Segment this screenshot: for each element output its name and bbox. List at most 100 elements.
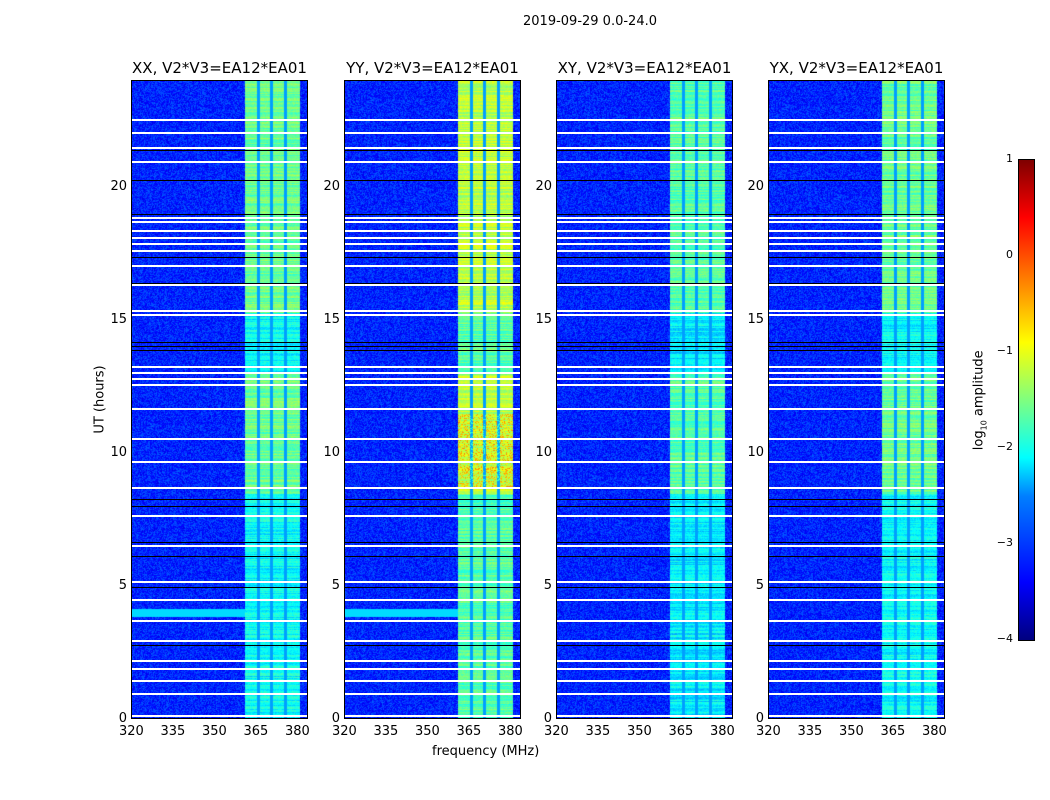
- flagged-stripe: [132, 118, 307, 121]
- figure-title: 2019-09-29 0.0-24.0: [523, 14, 657, 29]
- dark-line: [557, 214, 732, 216]
- dark-line: [557, 499, 732, 500]
- flagged-stripe: [557, 146, 732, 149]
- heatmap-image: [345, 81, 520, 718]
- flagged-stripe: [557, 118, 732, 121]
- flagged-stripe: [345, 118, 520, 121]
- x-tick-label: 380: [921, 724, 947, 739]
- dark-line: [769, 256, 944, 258]
- flagged-stripe: [345, 372, 520, 375]
- flagged-stripe: [132, 250, 307, 253]
- flagged-stripe: [132, 217, 307, 220]
- flagged-stripe: [345, 161, 520, 164]
- x-tick-label: 335: [160, 724, 186, 739]
- x-tick-label: 335: [373, 724, 399, 739]
- flagged-stripe: [132, 221, 307, 224]
- flagged-stripe: [345, 250, 520, 253]
- flagged-stripe: [132, 161, 307, 164]
- flagged-stripe: [557, 221, 732, 224]
- flagged-stripe: [557, 384, 732, 387]
- dark-line: [345, 586, 520, 588]
- heatmap-image: [557, 81, 732, 718]
- y-tick-label: 15: [747, 311, 764, 327]
- flagged-stripe: [557, 668, 732, 671]
- y-tick-label: 0: [755, 711, 764, 726]
- flagged-stripe: [769, 408, 944, 411]
- flagged-stripe: [557, 132, 732, 135]
- x-tick-label: 335: [797, 724, 823, 739]
- flagged-stripe: [769, 366, 944, 369]
- x-tick-label: 350: [201, 724, 227, 739]
- flagged-stripe: [769, 132, 944, 135]
- flagged-stripe: [769, 660, 944, 663]
- x-tick-label: 380: [284, 724, 310, 739]
- flagged-stripe: [345, 132, 520, 135]
- flagged-stripe: [769, 487, 944, 490]
- y-tick-label: 20: [110, 178, 127, 194]
- flagged-stripe: [769, 668, 944, 671]
- dark-line: [557, 505, 732, 507]
- flagged-stripe: [769, 118, 944, 121]
- flagged-stripe: [557, 310, 732, 313]
- y-axis-label: UT (hours): [92, 365, 108, 434]
- flagged-stripe: [345, 545, 520, 548]
- dark-line: [345, 256, 520, 258]
- x-tick-label: 320: [756, 724, 781, 739]
- flagged-stripe: [769, 438, 944, 441]
- y-tick-label: 15: [323, 311, 340, 327]
- flagged-stripe: [132, 680, 307, 683]
- x-tick-label: 380: [709, 724, 735, 739]
- flagged-stripe: [345, 515, 520, 518]
- flagged-stripe: [132, 715, 307, 717]
- dark-line: [132, 586, 307, 588]
- flagged-stripe: [769, 250, 944, 253]
- dark-line: [769, 586, 944, 588]
- dark-line: [345, 214, 520, 216]
- heatmap-panel-xy: [556, 80, 733, 719]
- colorbar-tick-label: 0: [1006, 248, 1013, 261]
- flagged-stripe: [132, 438, 307, 441]
- dark-line: [132, 283, 307, 285]
- y-tick-label: 20: [323, 178, 340, 194]
- x-tick-label: 380: [497, 724, 523, 739]
- flagged-stripe: [557, 660, 732, 663]
- flagged-stripe: [345, 221, 520, 224]
- dark-line: [132, 341, 307, 343]
- dark-line: [769, 645, 944, 647]
- flagged-stripe: [132, 314, 307, 317]
- flagged-stripe: [132, 487, 307, 490]
- dark-line: [769, 345, 944, 347]
- flagged-stripe: [132, 372, 307, 375]
- flagged-stripe: [769, 692, 944, 695]
- flagged-stripe: [345, 384, 520, 387]
- dark-line: [345, 341, 520, 343]
- flagged-stripe: [557, 236, 732, 239]
- flagged-stripe: [557, 366, 732, 369]
- x-tick-label: 350: [838, 724, 864, 739]
- y-tick-label: 20: [747, 178, 764, 194]
- x-axis-label: frequency (MHz): [432, 744, 540, 759]
- dark-line: [769, 505, 944, 507]
- dark-line: [345, 541, 520, 543]
- dark-line: [132, 541, 307, 543]
- colorbar: [1018, 159, 1035, 641]
- y-tick-label: 5: [118, 577, 127, 593]
- flagged-stripe: [557, 314, 732, 317]
- flagged-stripe: [345, 660, 520, 663]
- dark-line: [769, 499, 944, 500]
- flagged-stripe: [557, 515, 732, 518]
- flagged-stripe: [557, 580, 732, 583]
- flagged-stripe: [557, 250, 732, 253]
- flagged-stripe: [769, 378, 944, 381]
- flagged-stripe: [557, 680, 732, 683]
- flagged-stripe: [557, 161, 732, 164]
- dark-line: [132, 349, 307, 351]
- flagged-stripe: [769, 715, 944, 717]
- flagged-stripe: [345, 366, 520, 369]
- y-tick-label: 10: [747, 444, 764, 460]
- colorbar-tick-label: −3: [996, 536, 1013, 549]
- colorbar-tick-label: 1: [1006, 152, 1013, 165]
- flagged-stripe: [132, 378, 307, 381]
- flagged-stripe: [132, 236, 307, 239]
- dark-line: [557, 341, 732, 343]
